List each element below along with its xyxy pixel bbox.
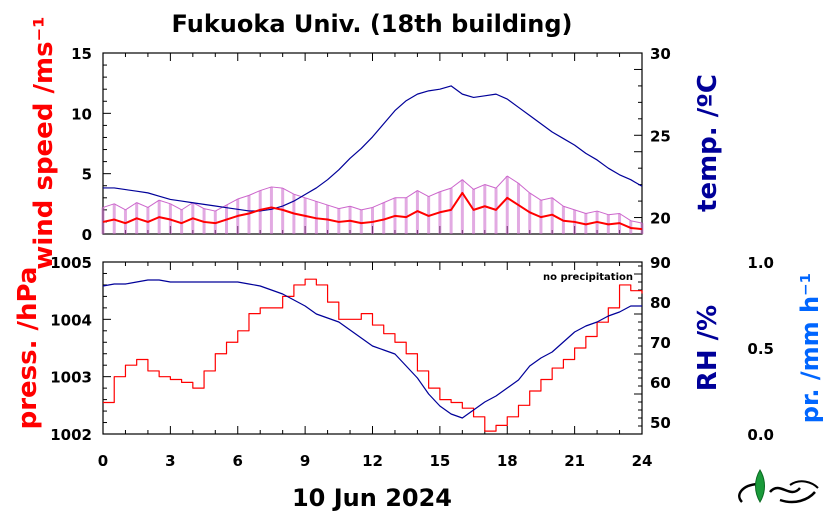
rh-line bbox=[102, 279, 642, 419]
rh-tick-label: 80 bbox=[650, 294, 671, 312]
top-panel-ticks bbox=[102, 52, 643, 235]
temp-tick-label: 25 bbox=[650, 127, 671, 145]
x-tick-label: 12 bbox=[362, 452, 383, 470]
top-panel-frame bbox=[102, 52, 643, 235]
wind-axis-label: wind speed /ms⁻¹ bbox=[29, 16, 59, 269]
wind-tick-label: 10 bbox=[71, 105, 92, 123]
rh-axis-label: RH /% bbox=[693, 305, 723, 391]
temp-tick-label: 30 bbox=[650, 45, 671, 63]
rh-tick-label: 90 bbox=[650, 254, 671, 272]
bottom-panel-series bbox=[102, 278, 643, 432]
temperature-line bbox=[103, 85, 643, 212]
press-tick-label: 1004 bbox=[50, 311, 92, 329]
x-tick-label: 9 bbox=[300, 452, 310, 470]
press-tick-label: 1005 bbox=[50, 254, 92, 272]
date-label: 10 Jun 2024 bbox=[292, 484, 452, 512]
precip-tick-label: 0.0 bbox=[747, 426, 774, 444]
chart-title: Fukuoka Univ. (18th building) bbox=[172, 10, 573, 38]
top-panel-series bbox=[101, 85, 644, 234]
bottom-panel-frame bbox=[102, 261, 643, 435]
pressure-line bbox=[103, 278, 643, 432]
precip-axis-label: pr. /mm h⁻¹ bbox=[796, 273, 824, 423]
wind-tick-label: 15 bbox=[71, 45, 92, 63]
x-tick-label: 0 bbox=[98, 452, 108, 470]
temp-axis-label: temp. /ºC bbox=[693, 74, 723, 212]
no-precipitation-note: no precipitation bbox=[543, 272, 633, 283]
x-tick-label: 6 bbox=[233, 452, 243, 470]
x-tick-label: 15 bbox=[429, 452, 450, 470]
x-tick-label: 24 bbox=[632, 452, 653, 470]
logo bbox=[738, 469, 819, 504]
rh-tick-label: 70 bbox=[650, 334, 671, 352]
wind-mean-line bbox=[102, 191, 643, 231]
temp-tick-label: 20 bbox=[650, 210, 671, 228]
tick-labels: 0 3 6 9 12 15 18 21 24 0 5 10 15 20 25 30 1002 1003 1004 10… bbox=[50, 45, 774, 470]
wind-tick-label: 0 bbox=[82, 226, 92, 244]
rh-tick-label: 50 bbox=[650, 414, 671, 432]
x-tick-label: 3 bbox=[165, 452, 175, 470]
bottom-panel-ticks bbox=[102, 261, 643, 435]
precip-tick-label: 0.5 bbox=[747, 340, 774, 358]
wind-tick-label: 5 bbox=[82, 166, 92, 184]
precip-tick-label: 1.0 bbox=[747, 254, 774, 272]
rh-tick-label: 60 bbox=[650, 374, 671, 392]
press-tick-label: 1003 bbox=[50, 369, 92, 387]
x-tick-label: 18 bbox=[497, 452, 518, 470]
press-axis-label: press. /hPa bbox=[13, 267, 43, 430]
press-tick-label: 1002 bbox=[50, 426, 92, 444]
x-tick-label: 21 bbox=[564, 452, 585, 470]
